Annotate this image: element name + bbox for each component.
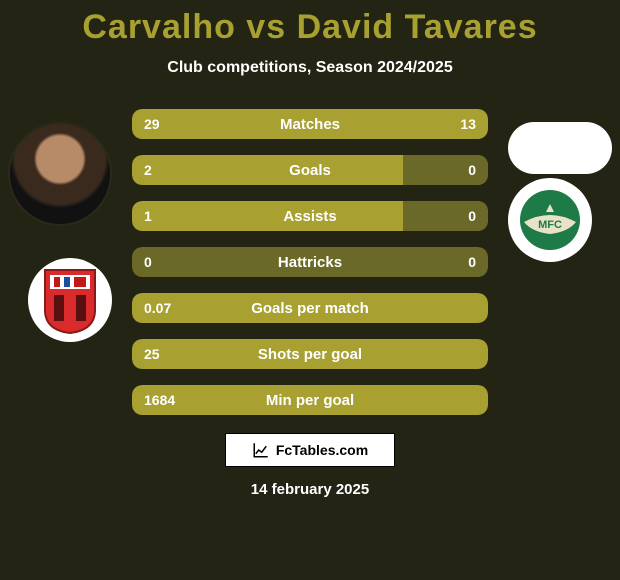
page-title: Carvalho vs David Tavares xyxy=(0,0,620,47)
stat-label: Matches xyxy=(132,116,488,133)
stat-label: Min per goal xyxy=(132,392,488,409)
subtitle: Club competitions, Season 2024/2025 xyxy=(0,59,620,77)
comparison-rows: 2913Matches 20Goals 10Assists 00Hattricks 0.… xyxy=(0,109,620,415)
stat-row: 2913Matches xyxy=(132,109,488,139)
stat-row: 25Shots per goal xyxy=(132,339,488,369)
stat-label: Hattricks xyxy=(132,254,488,271)
stat-label: Goals per match xyxy=(132,300,488,317)
stat-label: Goals xyxy=(132,162,488,179)
stat-row: 20Goals xyxy=(132,155,488,185)
stat-label: Assists xyxy=(132,208,488,225)
stat-row: 00Hattricks xyxy=(132,247,488,277)
watermark-text: FcTables.com xyxy=(276,442,368,458)
stat-row: 0.07Goals per match xyxy=(132,293,488,323)
stat-row: 1684Min per goal xyxy=(132,385,488,415)
date-label: 14 february 2025 xyxy=(0,481,620,498)
chart-icon xyxy=(252,441,270,459)
stat-row: 10Assists xyxy=(132,201,488,231)
fctables-watermark: FcTables.com xyxy=(225,433,395,467)
stat-label: Shots per goal xyxy=(132,346,488,363)
